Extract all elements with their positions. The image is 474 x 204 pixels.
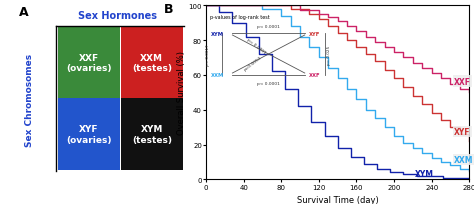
Text: B: B [164, 3, 173, 16]
Text: XYM
(testes): XYM (testes) [132, 125, 172, 144]
Text: XXF
(ovaries): XXF (ovaries) [66, 54, 112, 73]
Text: XYM: XYM [415, 169, 434, 178]
Text: XXF: XXF [454, 77, 471, 86]
Text: XYF: XYF [454, 128, 471, 136]
FancyBboxPatch shape [121, 28, 183, 99]
Text: XYF
(ovaries): XYF (ovaries) [66, 125, 112, 144]
X-axis label: Survival Time (day): Survival Time (day) [297, 195, 379, 204]
Text: Sex Hormones: Sex Hormones [78, 11, 157, 21]
Text: Sex Chromosomes: Sex Chromosomes [25, 53, 34, 146]
Text: A: A [19, 6, 28, 19]
FancyBboxPatch shape [121, 99, 183, 170]
Text: XXM
(testes): XXM (testes) [132, 54, 172, 73]
Text: XXM: XXM [454, 155, 474, 164]
Y-axis label: Overall Survival (%): Overall Survival (%) [177, 51, 186, 135]
FancyBboxPatch shape [58, 99, 120, 170]
FancyBboxPatch shape [58, 28, 120, 99]
